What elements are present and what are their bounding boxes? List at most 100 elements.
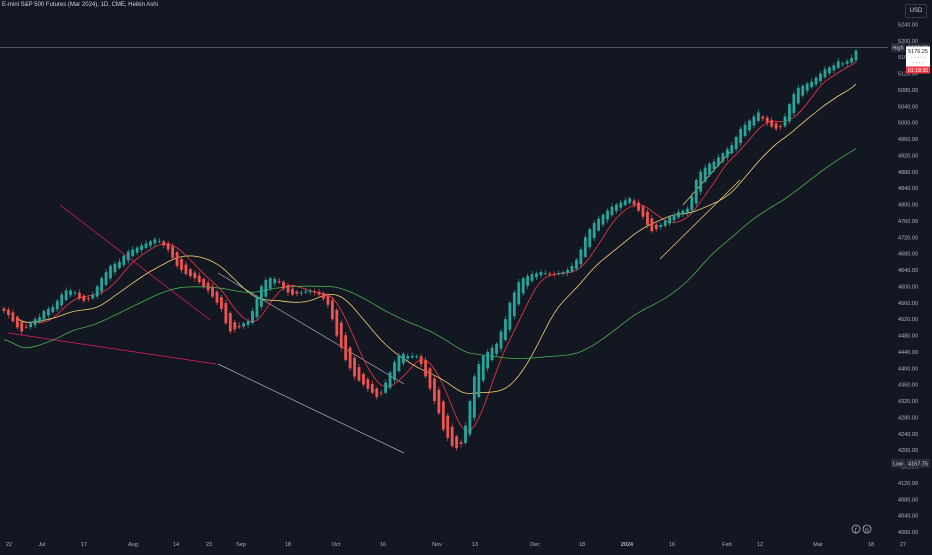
trendlines-layer — [7, 151, 741, 454]
candle-body — [481, 355, 485, 381]
candle-body — [344, 335, 348, 361]
candle-body — [712, 161, 716, 170]
candle-body — [109, 265, 112, 279]
moving-averages-layer — [3, 61, 857, 432]
trendline — [217, 272, 405, 385]
candle-body — [566, 270, 569, 273]
candle-body — [650, 218, 654, 232]
candle-body — [171, 246, 175, 258]
price-tick-label: 4640.00 — [898, 268, 918, 274]
high-tag — [891, 43, 905, 53]
low-tag-text: Low — [893, 461, 903, 467]
time-tick-label: 13 — [472, 542, 478, 548]
candle-body — [140, 245, 143, 251]
candle-body — [632, 200, 636, 205]
ma-fast-line — [17, 61, 857, 432]
candle-body — [384, 382, 388, 393]
candle-body — [588, 229, 592, 248]
time-tick-label: Nov — [432, 542, 442, 548]
tradingview-logo-icon[interactable]: ƒ ◎ — [851, 524, 873, 536]
candle-body — [548, 273, 552, 275]
candle-body — [353, 357, 356, 377]
candle-body — [801, 85, 805, 96]
price-tick-label: 4560.00 — [898, 301, 918, 307]
candle-body — [539, 272, 543, 276]
candle-body — [286, 285, 290, 293]
price-tick-label: 4520.00 — [898, 317, 918, 323]
candle-body — [583, 237, 587, 257]
candle-body — [841, 63, 845, 65]
currency-button[interactable]: USD — [905, 4, 927, 18]
candle-body — [597, 218, 601, 231]
candle-body — [166, 243, 170, 250]
candle-body — [486, 351, 490, 369]
candle-body — [455, 436, 459, 449]
time-tick-label: 12 — [757, 542, 763, 548]
candle-body — [255, 296, 259, 317]
price-tick-label: 5200.00 — [898, 39, 918, 45]
price-tick-label: 4280.00 — [898, 415, 918, 421]
time-tick-label: 17 — [81, 542, 87, 548]
candle-body — [819, 73, 822, 82]
candles-layer — [2, 48, 858, 451]
candle-body — [623, 200, 627, 206]
candle-body — [415, 355, 419, 357]
candle-body — [433, 378, 436, 401]
time-tick-label: 16 — [380, 542, 386, 548]
candle-body — [224, 303, 228, 324]
candle-body — [836, 61, 840, 68]
time-tick-label: 18 — [579, 542, 585, 548]
candle-body — [552, 273, 556, 275]
candle-body — [206, 282, 210, 291]
candle-body — [437, 389, 441, 414]
candle-body — [135, 247, 139, 253]
time-tick-label: 23 — [206, 542, 212, 548]
candle-body — [854, 50, 858, 61]
candle-body — [535, 273, 538, 278]
candle-body — [761, 116, 765, 119]
price-tick-label: 4360.00 — [898, 383, 918, 389]
ma-mid-line — [17, 83, 857, 394]
candle-body — [490, 347, 494, 361]
price-tick-label: 5040.00 — [898, 104, 918, 110]
price-tick-label: 4840.00 — [898, 186, 918, 192]
candle-body — [51, 306, 55, 313]
candle-body — [282, 281, 285, 289]
candle-body — [810, 81, 814, 88]
candle-body — [765, 117, 769, 123]
candle-body — [424, 360, 427, 377]
time-tick-label: Jul — [38, 542, 45, 548]
candle-body — [477, 364, 481, 398]
price-tick-label: 4400.00 — [898, 366, 918, 372]
candle-body — [521, 278, 525, 294]
candle-body — [304, 291, 308, 293]
candle-body — [845, 61, 849, 64]
price-tick-label: 4040.00 — [898, 514, 918, 520]
candle-body — [526, 276, 530, 286]
candle-body — [233, 322, 237, 330]
candle-body — [393, 362, 396, 380]
last-sub2-text: · · · · — [913, 60, 924, 66]
candle-body — [397, 355, 401, 372]
candle-body — [388, 372, 392, 388]
candle-body — [370, 383, 374, 393]
candle-body — [153, 239, 157, 244]
last-sub1-text: · · · · · — [911, 55, 925, 61]
price-tick-label: 5080.00 — [898, 88, 918, 94]
candle-body — [614, 204, 618, 211]
candle-body — [530, 274, 534, 281]
time-tick-label: Oct — [332, 542, 341, 548]
candle-body — [11, 312, 15, 322]
candle-body — [29, 323, 33, 328]
candle-body — [220, 297, 223, 309]
candle-body — [242, 323, 246, 327]
candle-body — [69, 290, 72, 296]
candle-body — [64, 290, 68, 300]
candle-body — [144, 243, 148, 248]
price-axis: 5240.005200.005160.005120.005080.005040.… — [888, 0, 932, 550]
candle-body — [375, 388, 379, 397]
candle-body — [654, 224, 658, 230]
price-tick-label: 4080.00 — [898, 497, 918, 503]
